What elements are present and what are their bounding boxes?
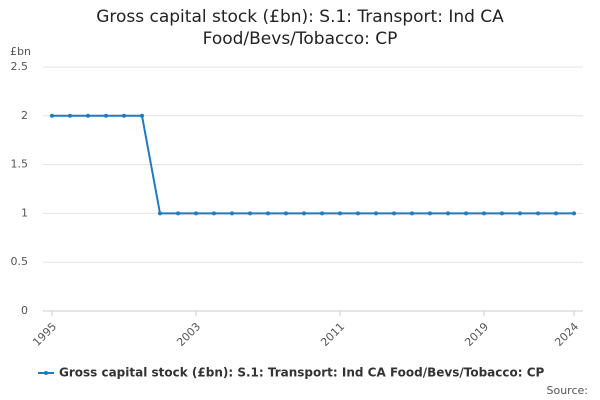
point (482, 211, 486, 216)
point (356, 211, 360, 216)
legend-label: Gross capital stock (£bn): S.1: Transpor… (59, 366, 545, 380)
source: Source: (547, 384, 589, 397)
point (338, 211, 342, 216)
point (248, 211, 252, 216)
point (428, 211, 432, 216)
point (500, 211, 504, 216)
x-tick-label: 2019 (462, 320, 491, 349)
y-tick-label: 2 (21, 109, 28, 122)
point (104, 113, 108, 118)
point (464, 211, 468, 216)
point (158, 211, 162, 216)
y-tick-label: 0.5 (11, 255, 29, 268)
x-tick-label: 2011 (318, 320, 347, 349)
x-tick-label: 2024 (552, 320, 581, 349)
line (52, 114, 574, 215)
point (554, 211, 558, 216)
legend-marker (44, 371, 48, 375)
point (446, 211, 450, 216)
point (68, 113, 72, 118)
point (374, 211, 378, 216)
x-tick-label: 1995 (30, 320, 59, 349)
y-tick-label: 0 (21, 304, 28, 317)
y-tick-label: 1 (21, 206, 28, 219)
point (122, 113, 126, 118)
point (230, 211, 234, 216)
point (572, 211, 576, 216)
point (302, 211, 306, 216)
point (140, 113, 144, 118)
point (212, 211, 216, 216)
point (176, 211, 180, 216)
point (410, 211, 414, 216)
point (50, 113, 54, 118)
x-tick-label: 2003 (174, 320, 203, 349)
y-axis-label: £bn (10, 45, 31, 58)
point (518, 211, 522, 216)
point (194, 211, 198, 216)
point (536, 211, 540, 216)
point (284, 211, 288, 216)
point (266, 211, 270, 216)
point (86, 113, 90, 118)
point (320, 211, 324, 216)
y-tick-label: 2.5 (11, 60, 29, 73)
y-tick-label: 1.5 (11, 158, 29, 171)
point (392, 211, 396, 216)
chart-title: Gross capital stock (£bn): S.1: Transpor… (96, 7, 504, 49)
